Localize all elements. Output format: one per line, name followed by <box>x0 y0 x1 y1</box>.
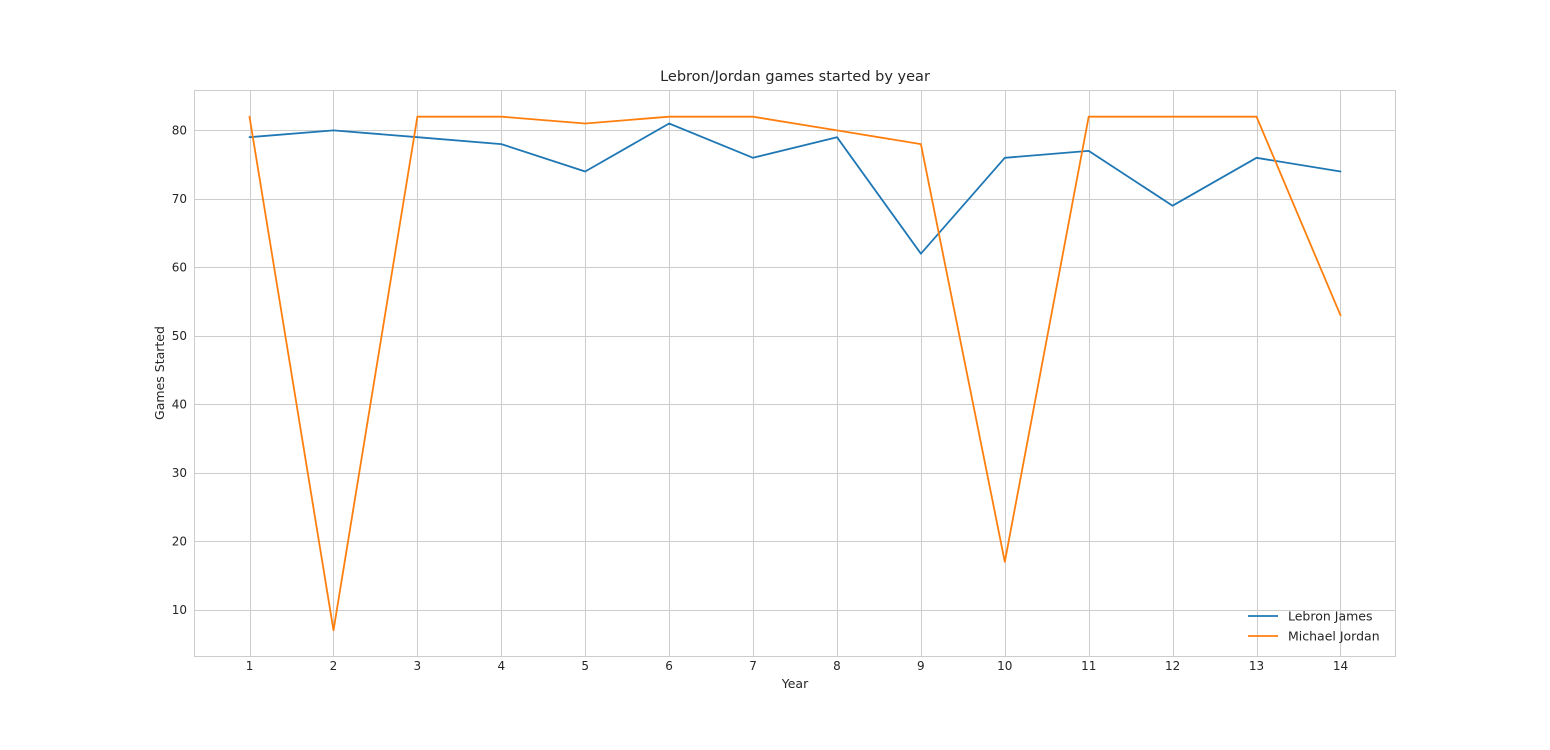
x-tick-label: 13 <box>1249 659 1264 673</box>
y-tick-label: 80 <box>172 123 187 137</box>
y-tick-label: 30 <box>172 466 187 480</box>
x-tick-label: 12 <box>1165 659 1180 673</box>
x-tick-label: 11 <box>1081 659 1096 673</box>
chart-title: Lebron/Jordan games started by year <box>660 69 930 85</box>
x-tick-label: 7 <box>749 659 757 673</box>
plot-frame <box>194 90 1396 657</box>
x-tick-label: 3 <box>414 659 422 673</box>
legend-label-michael-jordan: Michael Jordan <box>1288 629 1380 644</box>
y-tick-labels: 10 20 30 40 50 60 70 80 <box>172 123 187 616</box>
x-tick-label: 14 <box>1333 659 1348 673</box>
y-tick-label: 70 <box>172 192 187 206</box>
x-tick-label: 8 <box>833 659 841 673</box>
x-tick-label: 2 <box>330 659 338 673</box>
x-tick-label: 9 <box>917 659 925 673</box>
x-tick-label: 6 <box>665 659 673 673</box>
legend: Lebron James Michael Jordan <box>1248 609 1380 644</box>
x-tick-label: 5 <box>581 659 589 673</box>
grid <box>195 91 1395 656</box>
y-tick-label: 40 <box>172 397 187 411</box>
series-line-lebron-james <box>248 122 1342 255</box>
y-tick-label: 10 <box>172 603 187 617</box>
series-line-michael-jordan <box>248 115 1342 632</box>
x-tick-labels: 1 2 3 4 5 6 7 8 9 10 11 12 13 14 <box>246 659 1348 673</box>
legend-label-lebron-james: Lebron James <box>1288 609 1373 624</box>
y-tick-label: 60 <box>172 260 187 274</box>
x-tick-label: 1 <box>246 659 254 673</box>
y-tick-label: 50 <box>172 329 187 343</box>
x-tick-label: 10 <box>997 659 1012 673</box>
x-axis-label: Year <box>781 676 809 691</box>
series-lines <box>248 115 1342 632</box>
x-tick-label: 4 <box>497 659 505 673</box>
y-axis-label: Games Started <box>152 326 167 420</box>
y-tick-label: 20 <box>172 534 187 548</box>
